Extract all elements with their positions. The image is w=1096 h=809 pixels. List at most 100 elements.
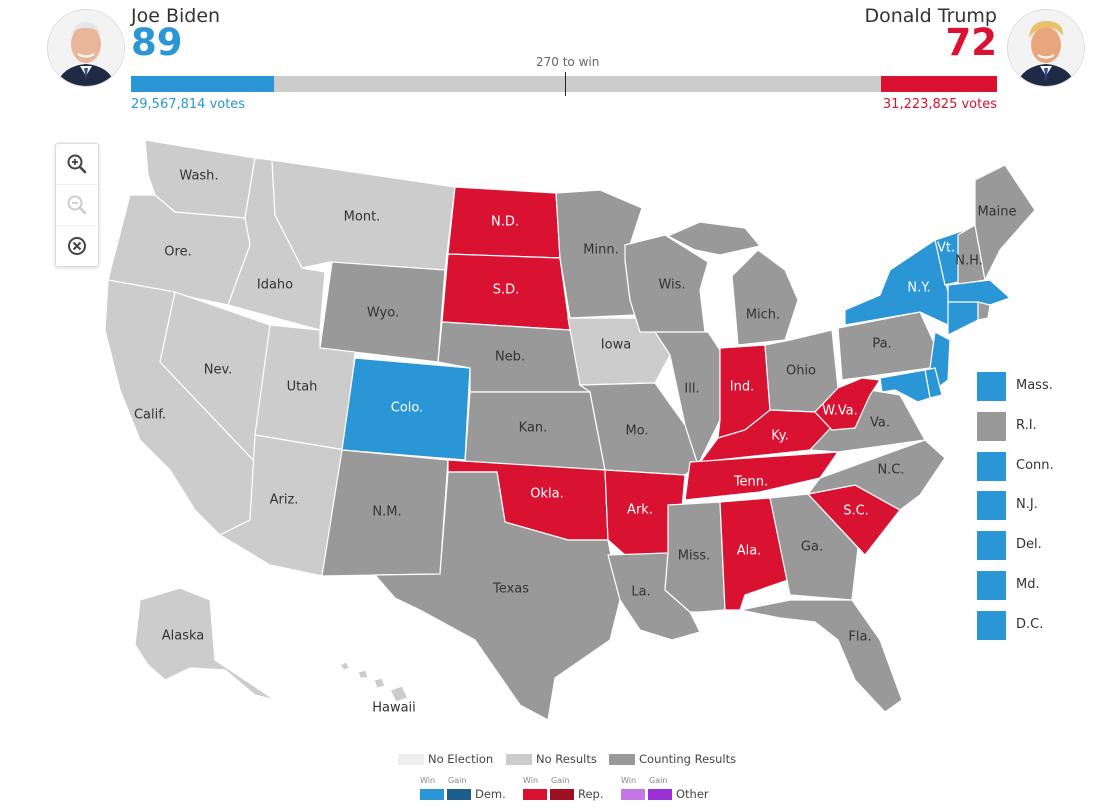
left-candidate-name: Joe Biden <box>131 5 221 27</box>
legend-no-results: No Results <box>506 752 597 766</box>
legend-rep: Rep. <box>523 787 604 801</box>
state-hi[interactable] <box>339 661 409 703</box>
label-pa: Pa. <box>872 337 891 352</box>
state-ak[interactable] <box>134 587 276 701</box>
legend-rep-gain-caption: Gain <box>551 776 570 785</box>
right-candidate-name: Donald Trump <box>864 5 997 27</box>
small-state-swatch <box>977 531 1006 561</box>
state-ny[interactable] <box>844 239 951 326</box>
dem-gain-swatch <box>447 789 471 800</box>
small-state-swatch <box>977 491 1006 521</box>
label-sd: S.D. <box>493 283 520 298</box>
legend-dem-win-caption: Win <box>420 776 436 785</box>
state-ga[interactable] <box>769 493 859 601</box>
label-ks: Kan. <box>519 421 548 436</box>
label-wa: Wash. <box>179 169 218 184</box>
state-il[interactable] <box>653 331 721 467</box>
biden-avatar <box>47 9 125 87</box>
state-ma[interactable] <box>947 279 1012 306</box>
dem-win-swatch <box>420 789 444 800</box>
label-in: Ind. <box>730 380 754 395</box>
state-ri[interactable] <box>977 301 991 321</box>
state-ct[interactable] <box>947 301 979 336</box>
state-nc[interactable] <box>806 439 946 511</box>
label-hi: Hawaii <box>372 701 416 716</box>
state-md[interactable] <box>879 369 931 403</box>
zoom-controls <box>55 143 99 267</box>
label-nh: N.H. <box>955 254 983 269</box>
label-mt: Mont. <box>344 210 381 225</box>
legend-dem: Dem. <box>420 787 506 801</box>
small-state-del[interactable]: Del. <box>977 531 1096 561</box>
label-ga: Ga. <box>801 540 823 555</box>
label-wv: W.Va. <box>822 404 857 419</box>
label-co: Colo. <box>391 401 424 416</box>
electoral-progress-bar <box>131 72 997 96</box>
majority-marker <box>565 72 566 96</box>
label-ny: N.Y. <box>907 281 930 296</box>
legend-no-results-label: No Results <box>536 752 597 766</box>
right-electoral-votes: 72 <box>945 21 998 64</box>
label-vt: Vt. <box>937 241 955 256</box>
label-ia: Iowa <box>601 338 631 353</box>
label-mi: Mich. <box>746 308 780 323</box>
state-tn[interactable] <box>684 451 840 501</box>
states-layer <box>104 139 1036 721</box>
label-ms: Miss. <box>678 549 711 564</box>
label-fl: Fla. <box>848 630 871 645</box>
label-il: Ill. <box>684 382 699 397</box>
legend-dem-label: Dem. <box>475 787 506 801</box>
label-nc: N.C. <box>877 463 904 478</box>
label-ky: Ky. <box>771 429 789 444</box>
state-tx[interactable] <box>373 471 621 721</box>
small-state-swatch <box>977 451 1006 481</box>
label-mo: Mo. <box>625 424 648 439</box>
small-state-dc[interactable]: D.C. <box>977 610 1096 641</box>
small-state-label: Md. <box>1016 577 1040 592</box>
state-me[interactable] <box>974 164 1036 282</box>
reset-zoom-button[interactable] <box>56 226 98 266</box>
zoom-out-icon <box>67 195 87 215</box>
right-popular-votes: 31,223,825 votes <box>882 97 997 112</box>
label-ne: Neb. <box>495 350 525 365</box>
label-ar: Ark. <box>627 503 653 518</box>
small-state-mass[interactable]: Mass. <box>977 372 1096 402</box>
state-mi[interactable] <box>731 249 799 346</box>
small-state-nj[interactable]: N.J. <box>977 491 1096 521</box>
state-mi-up[interactable] <box>666 221 762 256</box>
small-state-md[interactable]: Md. <box>977 571 1096 601</box>
left-popular-votes: 29,567,814 votes <box>131 97 246 112</box>
small-state-swatch <box>977 571 1006 600</box>
legend-counting: Counting Results <box>609 752 736 766</box>
legend-other-label: Other <box>676 787 709 801</box>
label-ca: Calif. <box>134 408 166 423</box>
zoom-out-button[interactable] <box>56 185 98 226</box>
legend-rep-win-caption: Win <box>523 776 539 785</box>
legend-counting-label: Counting Results <box>639 752 737 766</box>
label-va: Va. <box>870 416 890 431</box>
counting-swatch <box>609 754 635 765</box>
label-nm: N.M. <box>372 505 401 520</box>
legend-rep-label: Rep. <box>578 787 604 801</box>
label-tx: Texas <box>492 582 529 597</box>
label-tn: Tenn. <box>733 475 768 490</box>
small-state-conn[interactable]: Conn. <box>977 451 1096 482</box>
label-ut: Utah <box>287 380 318 395</box>
other-gain-swatch <box>648 789 672 800</box>
small-state-label: Conn. <box>1016 457 1054 473</box>
label-mn: Minn. <box>583 243 618 258</box>
label-wy: Wyo. <box>367 306 399 321</box>
state-fl[interactable] <box>739 599 903 713</box>
label-me: Maine <box>977 205 1016 220</box>
small-state-ri[interactable]: R.I. <box>977 411 1096 442</box>
small-state-label: R.I. <box>1016 417 1037 433</box>
zoom-in-button[interactable] <box>56 144 98 185</box>
small-state-swatch <box>977 610 1006 640</box>
dem-progress-fill <box>131 76 274 92</box>
rep-progress-fill <box>880 76 997 92</box>
trump-avatar <box>1007 9 1085 87</box>
state-wv[interactable] <box>814 377 882 431</box>
other-win-swatch <box>621 789 645 800</box>
label-wi: Wis. <box>658 278 685 293</box>
